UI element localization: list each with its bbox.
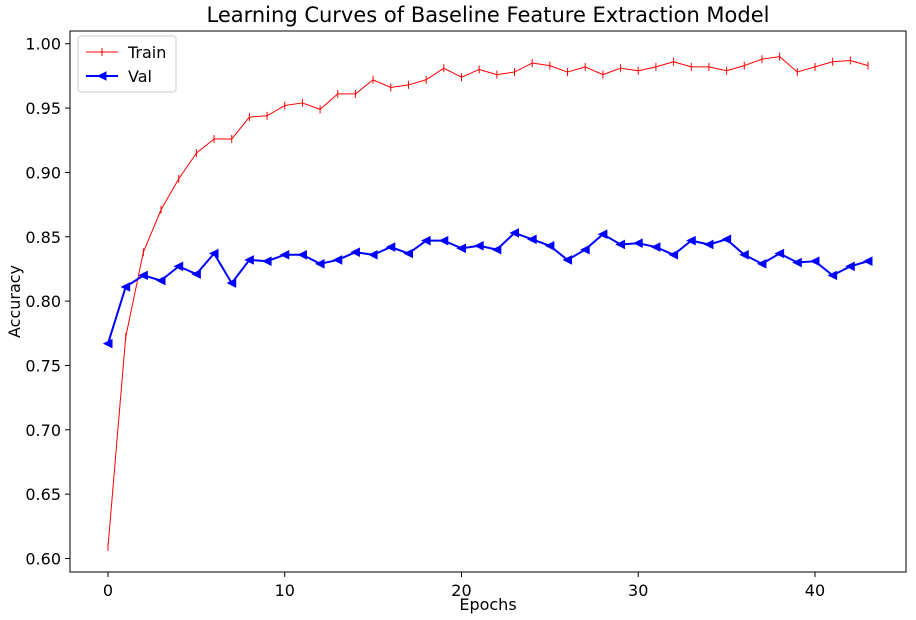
series-val-point [456, 243, 466, 254]
series-val-point [173, 261, 184, 272]
y-tick-label: 0.75 [25, 356, 61, 375]
series-val-point [350, 247, 360, 258]
series-val-point [261, 256, 272, 267]
series-val-point [279, 249, 290, 260]
x-tick-label: 30 [628, 581, 648, 600]
series-val-point [155, 275, 166, 286]
series-val-point [562, 255, 573, 265]
series-val-point [792, 257, 802, 268]
y-tick-label: 0.65 [25, 485, 61, 504]
series-val-point [527, 234, 537, 245]
series-val-line [107, 231, 869, 344]
series-val-point [668, 249, 679, 260]
legend-label-train: Train [127, 43, 166, 62]
y-axis-label: Accuracy [5, 265, 24, 338]
series-val-point [226, 278, 237, 288]
series-val-point [491, 244, 502, 255]
series-val-point [633, 238, 643, 249]
series-train [107, 52, 869, 551]
series-val-point [244, 255, 254, 265]
series-train-line [107, 56, 869, 547]
x-tick-label: 40 [805, 581, 825, 600]
series-val-point [367, 249, 378, 260]
series-val-point [597, 229, 608, 240]
series-val-point [403, 248, 413, 259]
chart-title: Learning Curves of Baseline Feature Extr… [206, 3, 769, 27]
series-val-point [191, 269, 201, 279]
x-tick-label: 0 [103, 581, 113, 600]
series-val-point [827, 270, 838, 281]
series-val-point [756, 258, 767, 269]
y-tick-label: 0.60 [25, 549, 61, 568]
series-val-point [138, 270, 148, 281]
plot-area [69, 30, 907, 573]
x-axis-label: Epochs [459, 595, 516, 614]
series-val-point [120, 282, 131, 292]
series-val-point [297, 249, 307, 260]
series-val-point [509, 228, 520, 238]
series-val-point [809, 256, 820, 267]
series-val-point [438, 235, 449, 246]
legend-label-val: Val [128, 67, 152, 86]
legend: Train Val [77, 35, 177, 93]
series-val-point [774, 248, 785, 259]
series-val-point [686, 235, 696, 246]
y-tick-label: 0.85 [25, 228, 61, 247]
series-val-point [580, 244, 590, 255]
legend-marker-val [96, 71, 107, 81]
series-val-point [862, 256, 873, 267]
series-val-point [385, 242, 396, 252]
series-val-point [703, 239, 714, 250]
y-axis: 0.60 0.65 0.70 0.75 0.80 0.85 0.90 0.95 1.00 [25, 35, 70, 568]
series-val-point [845, 261, 855, 272]
series-val-point [421, 235, 431, 246]
x-tick-label: 10 [275, 581, 295, 600]
y-tick-label: 1.00 [25, 35, 61, 54]
series-val-point [208, 248, 219, 259]
series-val-point [615, 239, 626, 250]
series-val-point [474, 240, 484, 251]
series-val-point [721, 234, 732, 245]
y-tick-label: 0.90 [25, 163, 61, 182]
y-tick-label: 0.70 [25, 421, 61, 440]
series-val-point [314, 258, 325, 269]
x-tick-label: 20 [451, 581, 471, 600]
plot-frame [69, 30, 907, 573]
series-val-point [544, 240, 555, 251]
x-axis: 0 10 20 30 40 [103, 572, 825, 600]
y-tick-label: 0.80 [25, 292, 61, 311]
series-val-point [102, 338, 113, 349]
series-val-point [332, 255, 343, 265]
series-val-point [650, 242, 661, 252]
y-tick-label: 0.95 [25, 99, 61, 118]
series-val-point [739, 249, 749, 260]
series-val [102, 228, 873, 349]
